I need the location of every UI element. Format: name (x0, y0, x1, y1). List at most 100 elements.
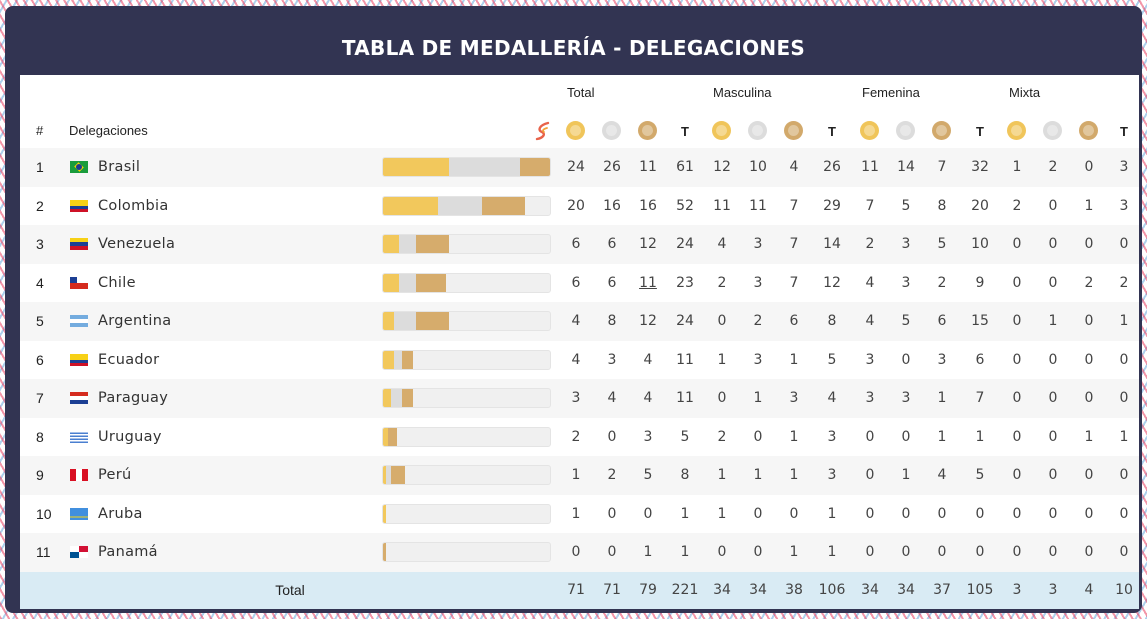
total-column-header-total[interactable]: T (681, 124, 689, 139)
total-bronze-count: 11 (639, 159, 657, 175)
mixta-t-count: 3 (1119, 159, 1129, 175)
masculina-t-count: 14 (823, 236, 841, 252)
delegation-name[interactable]: Panamá (98, 544, 158, 560)
table-row[interactable]: 5 Argentina 4 8 12 24 0 2 6 8 4 5 6 15 0 1 0 1 (20, 302, 1139, 341)
delegations-header[interactable]: Delegaciones (69, 123, 148, 138)
mixta-silver-count: 0 (1048, 505, 1058, 522)
delegation-name[interactable]: Venezuela (98, 236, 176, 252)
delegation-name[interactable]: Colombia (98, 197, 169, 214)
peru-flag-icon (70, 469, 88, 481)
total-silver-count: 6 (607, 274, 617, 291)
medal-distribution-bar (382, 157, 551, 177)
masculina-t-count: 4 (827, 390, 837, 406)
masculina-gold-count: 1 (717, 351, 727, 368)
masculina-bronze-count: 0 (789, 505, 799, 522)
total-silver-count: 8 (607, 313, 617, 329)
masculina-t-count: 1 (827, 505, 837, 522)
mixta-bronze-count: 0 (1084, 467, 1094, 483)
silver-medal-icon[interactable] (602, 121, 621, 140)
femenina-bronze-count: 0 (937, 544, 947, 560)
silver-medal-icon[interactable] (748, 121, 767, 140)
total-column-header-masculina[interactable]: T (828, 124, 836, 139)
gold-medal-icon[interactable] (566, 121, 585, 140)
masculina-silver-count: 0 (753, 544, 763, 560)
sport-logo-icon (535, 121, 550, 141)
silver-medal-icon[interactable] (1043, 121, 1062, 140)
rank-cell: 11 (36, 544, 51, 560)
bronze-medal-icon[interactable] (784, 121, 803, 140)
table-row[interactable]: 7 Paraguay 3 4 4 11 0 1 3 4 3 3 1 7 0 0 0 0 (20, 379, 1139, 418)
total-gold-count: 24 (567, 159, 585, 175)
total-masculina-bronze: 38 (785, 582, 803, 598)
delegation-name[interactable]: Perú (98, 467, 132, 483)
total-column-header-mixta[interactable]: T (1120, 124, 1128, 139)
mixta-gold-count: 0 (1012, 236, 1022, 252)
bronze-medal-icon[interactable] (1079, 121, 1098, 140)
bronze-bar-segment (383, 543, 386, 561)
delegation-name[interactable]: Ecuador (98, 351, 160, 368)
delegation-name[interactable]: Paraguay (98, 390, 169, 406)
medal-distribution-bar (382, 503, 551, 524)
total-t-count: 1 (680, 544, 690, 560)
delegation-name[interactable]: Uruguay (98, 428, 162, 445)
table-row[interactable]: 1 Brasil 24 26 11 61 12 10 4 26 11 14 7 32 1 2 0 3 (20, 148, 1139, 187)
gold-medal-icon[interactable] (712, 121, 731, 140)
total-bronze-count: 3 (643, 428, 653, 445)
table-row[interactable]: 4 Chile 6 6 11 23 2 3 7 12 4 3 2 9 0 0 2 2 (20, 264, 1139, 303)
venezuela-flag-icon (70, 238, 88, 250)
gold-medal-icon[interactable] (860, 121, 879, 140)
table-row[interactable]: 10 Aruba 1 0 0 1 1 0 0 1 0 0 0 0 0 0 0 0 (20, 495, 1139, 534)
total-t-count: 5 (680, 428, 690, 445)
gold-medal-icon[interactable] (1007, 121, 1026, 140)
bronze-bar-segment (519, 158, 550, 176)
bronze-bar-segment (402, 350, 414, 369)
femenina-t-count: 0 (975, 544, 985, 560)
mixta-bronze-count: 0 (1084, 505, 1094, 522)
mixta-bronze-count: 0 (1084, 544, 1094, 560)
total-gold-count: 4 (571, 351, 581, 368)
rank-cell: 4 (36, 274, 44, 291)
total-bronze-count: 11 (639, 274, 657, 291)
gold-bar-segment (383, 350, 394, 369)
bronze-medal-icon[interactable] (638, 121, 657, 140)
delegation-name[interactable]: Argentina (98, 313, 172, 329)
delegation-name[interactable]: Aruba (98, 505, 143, 522)
table-header: # Delegaciones T T T T (20, 113, 1139, 148)
bronze-medal-icon[interactable] (932, 121, 951, 140)
mixta-bronze-count: 1 (1084, 428, 1094, 445)
masculina-bronze-count: 7 (789, 236, 799, 252)
masculina-bronze-count: 1 (789, 467, 799, 483)
gold-bar-segment (383, 158, 449, 176)
femenina-t-count: 1 (975, 428, 985, 445)
table-row[interactable]: 6 Ecuador 4 3 4 11 1 3 1 5 3 0 3 6 0 0 0 0 (20, 341, 1139, 380)
total-total-t: 221 (671, 582, 699, 598)
ecuador-flag-icon (70, 353, 88, 366)
femenina-bronze-count: 7 (937, 159, 947, 175)
masculina-gold-count: 0 (717, 544, 727, 560)
masculina-bronze-count: 3 (789, 390, 799, 406)
rank-cell: 2 (36, 197, 44, 214)
total-silver-count: 4 (607, 390, 617, 406)
rank-cell: 6 (36, 351, 44, 368)
mixta-silver-count: 0 (1048, 351, 1058, 368)
table-row[interactable]: 9 Perú 1 2 5 8 1 1 1 3 0 1 4 5 0 0 0 0 (20, 456, 1139, 495)
table-row[interactable]: 8 Uruguay 2 0 3 5 2 0 1 3 0 0 1 1 0 0 1 1 (20, 418, 1139, 457)
mixta-bronze-count: 2 (1084, 274, 1094, 291)
total-column-header-femenina[interactable]: T (976, 124, 984, 139)
silver-medal-icon[interactable] (896, 121, 915, 140)
total-silver-count: 16 (603, 197, 621, 214)
total-mixta-t: 10 (1115, 582, 1133, 598)
femenina-t-count: 6 (975, 351, 985, 368)
delegation-name[interactable]: Chile (98, 274, 136, 291)
table-row[interactable]: 11 Panamá 0 0 1 1 0 0 1 1 0 0 0 0 0 0 0 0 (20, 533, 1139, 572)
mixta-silver-count: 0 (1048, 390, 1058, 406)
delegation-name[interactable]: Brasil (98, 159, 141, 175)
group-label-mixta: Mixta (1009, 85, 1041, 100)
mixta-gold-count: 0 (1012, 467, 1022, 483)
table-row[interactable]: 2 Colombia 20 16 16 52 11 11 7 29 7 5 8 20 2 0 1 3 (20, 187, 1139, 226)
femenina-t-count: 7 (975, 390, 985, 406)
medal-table: Total Masculina Femenina Mixta # Delegac… (20, 75, 1139, 609)
table-row[interactable]: 3 Venezuela 6 6 12 24 4 3 7 14 2 3 5 10 0 0 0 0 (20, 225, 1139, 264)
masculina-t-count: 3 (827, 428, 837, 445)
femenina-gold-count: 11 (861, 159, 879, 175)
